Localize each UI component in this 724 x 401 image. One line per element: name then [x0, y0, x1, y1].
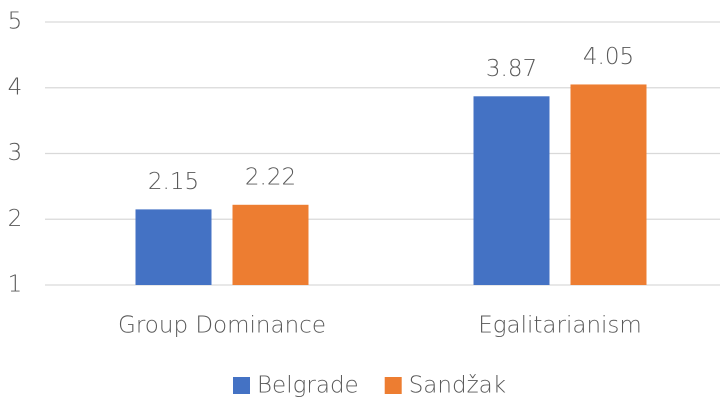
- legend-label: Belgrade: [257, 373, 359, 399]
- y-tick-label: 5: [8, 9, 23, 35]
- bar: [473, 96, 550, 285]
- data-label: 2.15: [148, 169, 199, 195]
- y-tick-label: 3: [8, 140, 23, 166]
- bar: [135, 209, 212, 285]
- legend-swatch: [384, 377, 402, 394]
- y-tick-label: 4: [8, 74, 23, 100]
- y-tick-label: 2: [8, 206, 23, 232]
- data-label: 4.05: [583, 44, 634, 70]
- bar: [232, 204, 309, 285]
- data-label: 3.87: [486, 56, 537, 82]
- bar: [570, 84, 647, 286]
- x-tick-label: Group Dominance: [118, 313, 326, 339]
- x-tick-label: Egalitarianism: [478, 313, 642, 339]
- legend-swatch: [233, 377, 250, 394]
- y-tick-label: 1: [8, 272, 23, 298]
- legend-label: Sandžak: [409, 373, 506, 399]
- data-label: 2.22: [245, 164, 296, 190]
